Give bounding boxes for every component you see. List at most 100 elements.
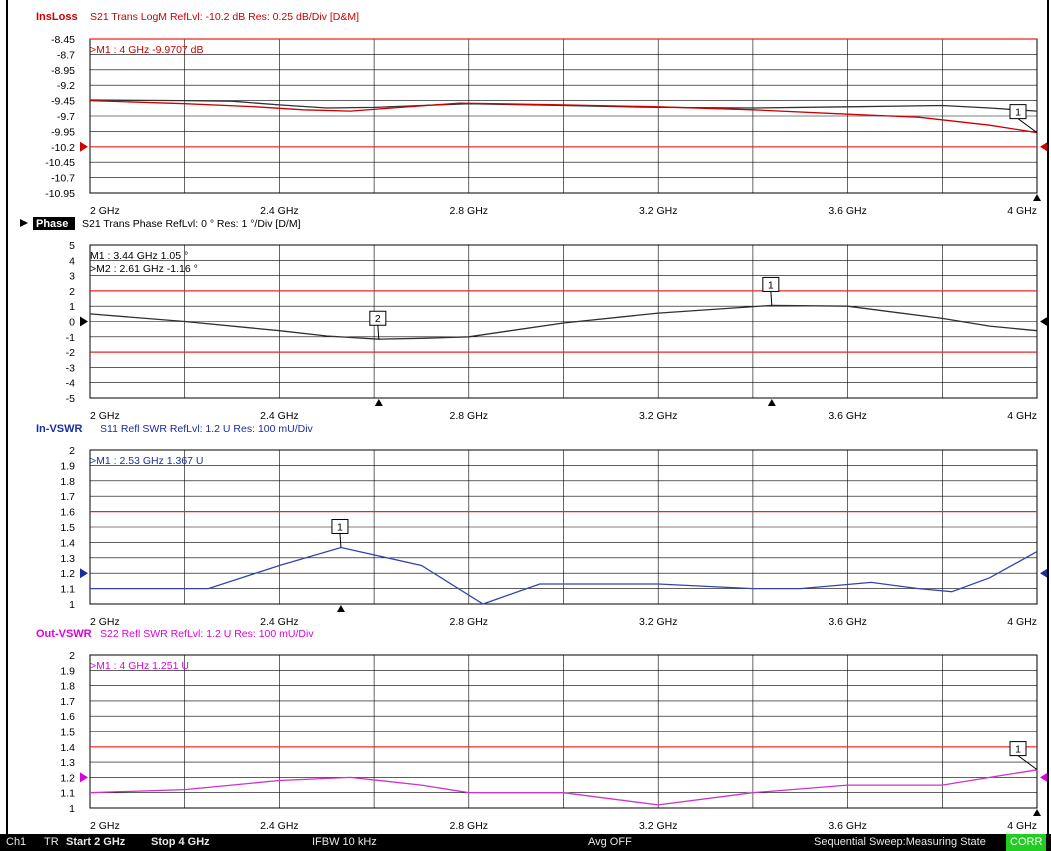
panel-4-x-tick: 2.4 GHz: [260, 820, 299, 832]
panel-3-y-tick: 1.5: [60, 522, 75, 534]
panel-4-trace-line: [89, 769, 1038, 806]
panel-3-y-tick: 2: [69, 445, 75, 457]
panel-2-y-tick: -5: [66, 393, 75, 405]
panel-4-marker-label: 1: [1015, 744, 1021, 756]
panel-1-y-tick: -9.95: [51, 126, 75, 138]
panel-4-x-tick: 3.2 GHz: [639, 820, 678, 832]
panel-2-header: S21 Trans Phase RefLvl: 0 ° Res: 1 °/Div…: [82, 218, 301, 230]
panel-1-y-tick: -9.45: [51, 96, 75, 108]
panel-3-y-tick: 1.4: [60, 537, 75, 549]
panel-2-y-tick: 0: [69, 317, 75, 329]
panel-4-ref-level-right: [1040, 772, 1048, 783]
panel-4-header: S22 Refl SWR RefLvl: 1.2 U Res: 100 mU/D…: [100, 628, 314, 640]
panel-2-marker-readout: >M2 : 2.61 GHz -1.16 °: [90, 263, 198, 275]
panel-4-marker-stem: [1017, 755, 1038, 770]
panel-3-y-tick: 1.2: [60, 568, 75, 580]
panel-4-y-tick: 1.4: [60, 742, 75, 754]
panel-4-marker-x-triangle: [1033, 809, 1041, 816]
panel-2-y-tick: 5: [69, 240, 75, 252]
panel-2-y-tick: 1: [69, 301, 75, 313]
panel-1-x-tick: 3.6 GHz: [828, 205, 867, 217]
panel-2-ref-level-left: [80, 316, 88, 327]
panel-1-marker-label: 1: [1015, 107, 1021, 119]
panel-3-y-tick: 1.9: [60, 460, 75, 472]
panel-1-ref-level-left: [80, 141, 88, 152]
panel-1-x-tick: 2 GHz: [90, 205, 120, 217]
start-frequency[interactable]: Start 2 GHz: [66, 836, 126, 848]
panel-3-ref-level-right: [1040, 568, 1048, 579]
panel-4-x-tick: 4 GHz: [1007, 820, 1037, 832]
panel-2-marker-readout: M1 : 3.44 GHz 1.05 °: [90, 250, 188, 262]
panel-1-y-tick: -10.95: [45, 188, 75, 200]
panel-2-x-tick: 2 GHz: [90, 410, 120, 422]
trace-mode[interactable]: TR: [44, 836, 59, 848]
panel-3-header: S11 Refl SWR RefLvl: 1.2 U Res: 100 mU/D…: [100, 423, 314, 435]
panel-3-trace-name: In-VSWR: [36, 423, 82, 435]
panel-3-x-tick: 4 GHz: [1007, 616, 1037, 628]
panel-2-trace-name: Phase: [36, 218, 68, 230]
panel-3-y-tick: 1.7: [60, 491, 75, 503]
panel-4-ref-level-left: [80, 772, 88, 783]
panel-1-header: S21 Trans LogM RefLvl: -10.2 dB Res: 0.2…: [90, 11, 359, 23]
panel-1-x-tick: 3.2 GHz: [639, 205, 678, 217]
panel-2-marker-label: 2: [375, 313, 381, 325]
panel-1-ref-level-right: [1040, 141, 1048, 152]
panel-4-trace-name: Out-VSWR: [36, 628, 92, 640]
panel-1-y-tick: -8.45: [51, 34, 75, 46]
panel-2-y-tick: 2: [69, 286, 75, 298]
sweep-state: Sequential Sweep:Measuring State: [814, 836, 986, 848]
panel-2-y-tick: 4: [69, 255, 75, 267]
panel-1-trace-name: InsLoss: [36, 11, 78, 23]
correction-indicator[interactable]: CORR: [1006, 834, 1047, 851]
panel-4-x-tick: 2.8 GHz: [450, 820, 489, 832]
panel-1-y-tick: -10.45: [45, 157, 75, 169]
ifbw-setting[interactable]: IFBW 10 kHz: [312, 836, 377, 848]
panel-4-y-tick: 1.2: [60, 772, 75, 784]
panel-4-marker-readout: >M1 : 4 GHz 1.251 U: [90, 660, 189, 672]
panel-1-y-tick: -10.2: [51, 142, 75, 154]
panel-2-x-tick: 3.2 GHz: [639, 410, 678, 422]
panel-2-marker-label: 1: [768, 279, 774, 291]
panel-4-y-tick: 1.6: [60, 711, 75, 723]
panel-2-y-tick: -3: [66, 362, 75, 374]
panel-1-x-tick: 4 GHz: [1007, 205, 1037, 217]
panel-2-x-tick: 2.4 GHz: [260, 410, 299, 422]
stop-frequency[interactable]: Stop 4 GHz: [151, 836, 210, 848]
panel-2-ref-level-right: [1040, 316, 1048, 327]
panel-3-marker-label: 1: [337, 521, 343, 533]
panel-2-marker-x-triangle: [374, 399, 383, 406]
panel-3-marker-stem: [339, 533, 342, 548]
panel-4-x-tick: 2 GHz: [90, 820, 120, 832]
panel-4-y-tick: 1: [69, 803, 75, 815]
averaging-state[interactable]: Avg OFF: [588, 836, 632, 848]
panel-2-marker-stem: [377, 325, 380, 340]
panel-3-x-tick: 3.6 GHz: [828, 616, 867, 628]
status-bar: Ch1 TR Start 2 GHz Stop 4 GHz IFBW 10 kH…: [0, 834, 1051, 851]
panel-4-y-tick: 1.3: [60, 757, 75, 769]
panel-1-x-tick: 2.8 GHz: [450, 205, 489, 217]
panel-2-y-tick: -4: [66, 378, 75, 390]
panel-3-y-tick: 1.3: [60, 553, 75, 565]
panel-1-marker-stem: [1017, 118, 1038, 134]
panel-2-active-trace-arrow: [20, 219, 28, 227]
panel-4-y-tick: 1.9: [60, 665, 75, 677]
panel-4-y-tick: 1.8: [60, 681, 75, 693]
panel-3-x-tick: 3.2 GHz: [639, 616, 678, 628]
panel-4-y-tick: 1.5: [60, 727, 75, 739]
panel-3-y-tick: 1.8: [60, 476, 75, 488]
panel-1-y-tick: -10.7: [51, 173, 75, 185]
panel-3-marker-readout: >M1 : 2.53 GHz 1.367 U: [90, 455, 204, 467]
panel-4-y-tick: 2: [69, 650, 75, 662]
panel-4-x-tick: 3.6 GHz: [828, 820, 867, 832]
panel-2-y-tick: 3: [69, 271, 75, 283]
panel-2-y-tick: -1: [66, 332, 75, 344]
channel-label[interactable]: Ch1: [6, 836, 27, 848]
panel-2-x-tick: 2.8 GHz: [450, 410, 489, 422]
panel-1-y-tick: -8.95: [51, 65, 75, 77]
panel-2-x-tick: 4 GHz: [1007, 410, 1037, 422]
panel-1-marker-x-triangle: [1033, 194, 1041, 201]
panel-3-x-tick: 2 GHz: [90, 616, 120, 628]
panel-3-marker-x-triangle: [336, 605, 345, 612]
